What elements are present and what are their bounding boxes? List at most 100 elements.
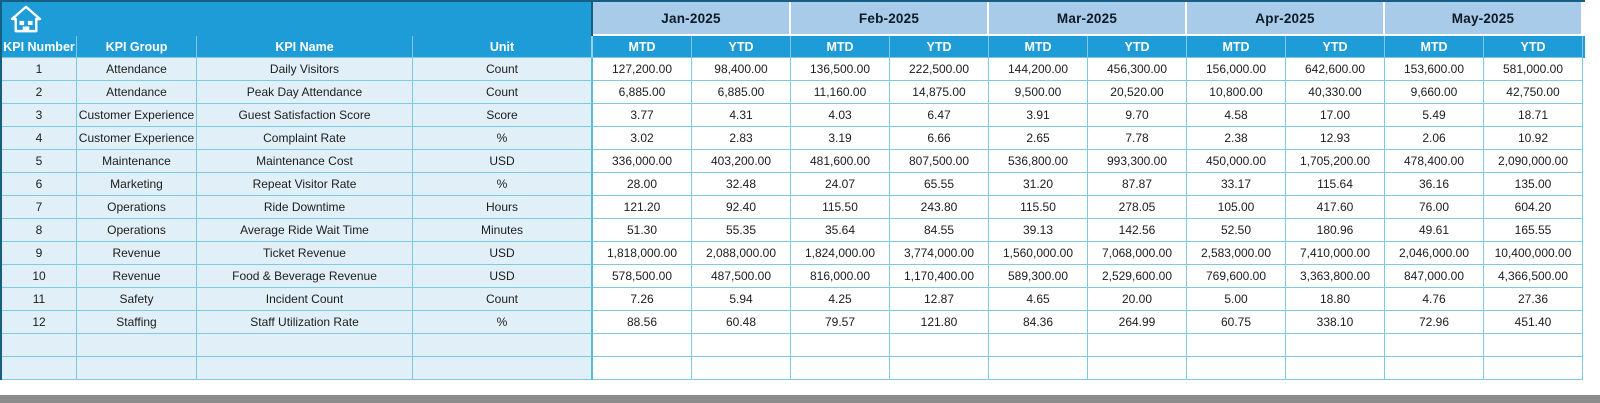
cell-value[interactable]: 4.65: [989, 288, 1088, 311]
cell-value[interactable]: 4.03: [791, 104, 890, 127]
cell-empty[interactable]: [791, 357, 890, 380]
cell-value[interactable]: 2.65: [989, 127, 1088, 150]
cell-value[interactable]: 7,410,000.00: [1286, 242, 1385, 265]
cell-value[interactable]: 11,160.00: [791, 81, 890, 104]
cell-empty[interactable]: [197, 334, 413, 357]
cell-value[interactable]: 578,500.00: [593, 265, 692, 288]
cell-value[interactable]: 451.40: [1484, 311, 1583, 334]
cell-value[interactable]: 79.57: [791, 311, 890, 334]
cell-value[interactable]: 2,583,000.00: [1187, 242, 1286, 265]
cell-value[interactable]: 33.17: [1187, 173, 1286, 196]
cell-value[interactable]: 2,088,000.00: [692, 242, 791, 265]
cell-empty[interactable]: [692, 334, 791, 357]
cell-kpi-name[interactable]: Average Ride Wait Time: [197, 219, 413, 242]
subheader-mtd-apr-2025[interactable]: MTD: [1187, 36, 1286, 58]
cell-value[interactable]: 98,400.00: [692, 58, 791, 81]
cell-kpi-number[interactable]: 2: [2, 81, 77, 104]
cell-value[interactable]: 5.00: [1187, 288, 1286, 311]
subheader-ytd-may-2025[interactable]: YTD: [1484, 36, 1583, 58]
subheader-ytd-jan-2025[interactable]: YTD: [692, 36, 791, 58]
cell-value[interactable]: 153,600.00: [1385, 58, 1484, 81]
cell-value[interactable]: 336,000.00: [593, 150, 692, 173]
cell-value[interactable]: 144,200.00: [989, 58, 1088, 81]
cell-value[interactable]: 87.87: [1088, 173, 1187, 196]
cell-value[interactable]: 589,300.00: [989, 265, 1088, 288]
cell-empty[interactable]: [989, 334, 1088, 357]
cell-kpi-group[interactable]: Staffing: [77, 311, 197, 334]
cell-kpi-group[interactable]: Maintenance: [77, 150, 197, 173]
cell-value[interactable]: 136,500.00: [791, 58, 890, 81]
cell-value[interactable]: 3,774,000.00: [890, 242, 989, 265]
cell-value[interactable]: 604.20: [1484, 196, 1583, 219]
cell-empty[interactable]: [1088, 334, 1187, 357]
cell-kpi-name[interactable]: Incident Count: [197, 288, 413, 311]
cell-value[interactable]: 31.20: [989, 173, 1088, 196]
cell-empty[interactable]: [2, 334, 77, 357]
cell-value[interactable]: 6,885.00: [593, 81, 692, 104]
cell-unit[interactable]: Count: [413, 81, 593, 104]
cell-empty[interactable]: [593, 357, 692, 380]
cell-value[interactable]: 417.60: [1286, 196, 1385, 219]
cell-value[interactable]: 1,170,400.00: [890, 265, 989, 288]
cell-value[interactable]: 84.55: [890, 219, 989, 242]
cell-value[interactable]: 478,400.00: [1385, 150, 1484, 173]
cell-value[interactable]: 49.61: [1385, 219, 1484, 242]
cell-value[interactable]: 1,560,000.00: [989, 242, 1088, 265]
cell-value[interactable]: 17.00: [1286, 104, 1385, 127]
subheader-mtd-feb-2025[interactable]: MTD: [791, 36, 890, 58]
cell-empty[interactable]: [1385, 334, 1484, 357]
cell-kpi-number[interactable]: 8: [2, 219, 77, 242]
cell-empty[interactable]: [890, 357, 989, 380]
cell-value[interactable]: 84.36: [989, 311, 1088, 334]
cell-unit[interactable]: Count: [413, 288, 593, 311]
cell-value[interactable]: 536,800.00: [989, 150, 1088, 173]
cell-empty[interactable]: [1187, 357, 1286, 380]
cell-empty[interactable]: [77, 357, 197, 380]
cell-value[interactable]: 4,366,500.00: [1484, 265, 1583, 288]
column-header-kpi-name[interactable]: KPI Name: [197, 36, 413, 58]
cell-value[interactable]: 6.47: [890, 104, 989, 127]
cell-value[interactable]: 481,600.00: [791, 150, 890, 173]
subheader-mtd-may-2025[interactable]: MTD: [1385, 36, 1484, 58]
cell-value[interactable]: 4.25: [791, 288, 890, 311]
cell-value[interactable]: 92.40: [692, 196, 791, 219]
cell-value[interactable]: 2.38: [1187, 127, 1286, 150]
cell-value[interactable]: 121.80: [890, 311, 989, 334]
cell-value[interactable]: 12.93: [1286, 127, 1385, 150]
cell-value[interactable]: 12.87: [890, 288, 989, 311]
cell-value[interactable]: 456,300.00: [1088, 58, 1187, 81]
cell-value[interactable]: 4.76: [1385, 288, 1484, 311]
cell-value[interactable]: 142.56: [1088, 219, 1187, 242]
cell-value[interactable]: 180.96: [1286, 219, 1385, 242]
cell-value[interactable]: 3.91: [989, 104, 1088, 127]
cell-kpi-number[interactable]: 9: [2, 242, 77, 265]
month-header-may-2025[interactable]: May-2025: [1385, 2, 1581, 34]
cell-value[interactable]: 9,660.00: [1385, 81, 1484, 104]
cell-value[interactable]: 115.50: [989, 196, 1088, 219]
cell-empty[interactable]: [413, 334, 593, 357]
cell-kpi-name[interactable]: Peak Day Attendance: [197, 81, 413, 104]
cell-value[interactable]: 65.55: [890, 173, 989, 196]
cell-kpi-name[interactable]: Ticket Revenue: [197, 242, 413, 265]
cell-empty[interactable]: [989, 357, 1088, 380]
cell-value[interactable]: 3.19: [791, 127, 890, 150]
cell-kpi-number[interactable]: 11: [2, 288, 77, 311]
cell-kpi-group[interactable]: Operations: [77, 219, 197, 242]
cell-kpi-name[interactable]: Maintenance Cost: [197, 150, 413, 173]
cell-value[interactable]: 993,300.00: [1088, 150, 1187, 173]
cell-value[interactable]: 51.30: [593, 219, 692, 242]
cell-value[interactable]: 88.56: [593, 311, 692, 334]
cell-empty[interactable]: [692, 357, 791, 380]
cell-empty[interactable]: [1088, 357, 1187, 380]
cell-value[interactable]: 10,800.00: [1187, 81, 1286, 104]
cell-empty[interactable]: [77, 334, 197, 357]
cell-kpi-group[interactable]: Customer Experience: [77, 127, 197, 150]
cell-value[interactable]: 14,875.00: [890, 81, 989, 104]
cell-kpi-number[interactable]: 10: [2, 265, 77, 288]
subheader-mtd-jan-2025[interactable]: MTD: [593, 36, 692, 58]
cell-value[interactable]: 243.80: [890, 196, 989, 219]
cell-kpi-group[interactable]: Operations: [77, 196, 197, 219]
cell-empty[interactable]: [197, 357, 413, 380]
cell-empty[interactable]: [1187, 334, 1286, 357]
cell-value[interactable]: 338.10: [1286, 311, 1385, 334]
